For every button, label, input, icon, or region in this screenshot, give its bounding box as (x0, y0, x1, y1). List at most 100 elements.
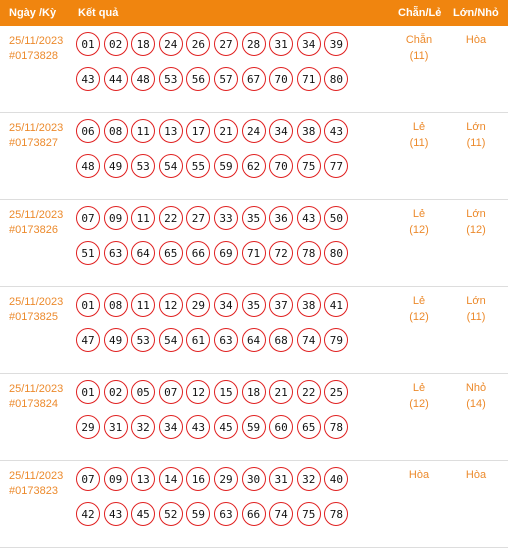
number-ball: 06 (76, 119, 100, 143)
number-ball: 14 (158, 467, 183, 491)
result-balls: 07 09 11 22 27 33 35 36 43 50 51 63 64 65 66 69 71 72 78 80 (76, 206, 366, 276)
number-ball: 65 (296, 415, 321, 439)
number-ball: 49 (103, 328, 128, 352)
number-ball: 48 (131, 67, 156, 91)
number-ball: 59 (213, 154, 238, 178)
table-row: 25/11/2023 #0173825 01 08 11 12 29 34 35 37 38 41 47… (0, 287, 508, 374)
number-ball: 35 (241, 206, 266, 230)
draw-date: 25/11/2023 (9, 209, 64, 221)
number-ball: 67 (241, 67, 266, 91)
number-ball: 34 (213, 293, 238, 317)
parity-cell: Chẵn (11) (399, 32, 439, 64)
number-ball: 02 (103, 380, 128, 404)
number-ball: 78 (324, 502, 349, 526)
number-ball: 24 (241, 119, 266, 143)
draw-date: 25/11/2023 (9, 122, 64, 134)
parity-cell: Lẻ (11) (399, 119, 439, 151)
number-ball: 02 (103, 32, 128, 56)
number-ball: 12 (158, 293, 183, 317)
number-ball: 55 (186, 154, 211, 178)
parity-value: Lẻ (412, 295, 426, 307)
number-ball: 32 (296, 467, 321, 491)
ball-line: 07 09 13 14 16 29 30 31 32 40 (76, 467, 366, 491)
number-ball: 59 (186, 502, 211, 526)
number-ball: 62 (241, 154, 266, 178)
parity-value: Hòa (408, 469, 430, 481)
number-ball: 75 (296, 154, 321, 178)
ball-line: 42 43 45 52 59 63 66 74 75 78 (76, 502, 366, 526)
table-row: 25/11/2023 #0173828 01 02 18 24 26 27 28 31 34 39 43… (0, 26, 508, 113)
rows-container: 25/11/2023 #0173828 01 02 18 24 26 27 28 31 34 39 43… (0, 26, 508, 548)
number-ball: 13 (131, 467, 156, 491)
size-cell: Nhỏ (14) (456, 380, 496, 412)
ball-line: 01 02 05 07 12 15 18 21 22 25 (76, 380, 366, 404)
number-ball: 31 (269, 467, 294, 491)
number-ball: 29 (186, 293, 211, 317)
parity-count: (12) (409, 224, 429, 236)
size-value: Nhỏ (465, 382, 487, 394)
number-ball: 07 (76, 467, 100, 491)
number-ball: 74 (269, 502, 294, 526)
number-ball: 48 (76, 154, 100, 178)
number-ball: 29 (213, 467, 238, 491)
number-ball: 59 (241, 415, 266, 439)
parity-count: (12) (409, 398, 429, 410)
number-ball: 47 (76, 328, 100, 352)
number-ball: 41 (324, 293, 349, 317)
table-header: Ngày /Kỳ Kết quả Chẵn/Lẻ Lớn/Nhỏ (0, 0, 508, 26)
number-ball: 42 (76, 502, 100, 526)
draw-date: 25/11/2023 (9, 35, 64, 47)
ball-line: 29 31 32 34 43 45 59 60 65 78 (76, 415, 366, 439)
date-period-cell: 25/11/2023 #0173825 (9, 295, 63, 325)
size-count: (11) (466, 137, 486, 149)
number-ball: 78 (324, 415, 349, 439)
parity-count: (12) (409, 311, 429, 323)
size-value: Lớn (466, 295, 486, 307)
ball-line: 07 09 11 22 27 33 35 36 43 50 (76, 206, 366, 230)
number-ball: 74 (296, 328, 321, 352)
number-ball: 60 (269, 415, 294, 439)
number-ball: 34 (269, 119, 294, 143)
parity-value: Lẻ (412, 208, 426, 220)
ball-line: 01 02 18 24 26 27 28 31 34 39 (76, 32, 366, 56)
number-ball: 71 (296, 67, 321, 91)
number-ball: 21 (213, 119, 238, 143)
number-ball: 63 (213, 502, 238, 526)
number-ball: 07 (158, 380, 183, 404)
number-ball: 64 (131, 241, 156, 265)
header-size: Lớn/Nhỏ (453, 7, 499, 19)
number-ball: 63 (213, 328, 238, 352)
draw-period: #0173827 (9, 137, 58, 149)
size-count: (14) (466, 398, 486, 410)
draw-period: #0173825 (9, 311, 58, 323)
number-ball: 50 (324, 206, 349, 230)
number-ball: 43 (76, 67, 100, 91)
number-ball: 72 (269, 241, 294, 265)
number-ball: 30 (241, 467, 266, 491)
draw-period: #0173824 (9, 398, 58, 410)
number-ball: 65 (158, 241, 183, 265)
number-ball: 49 (103, 154, 128, 178)
number-ball: 29 (76, 415, 100, 439)
number-ball: 37 (269, 293, 294, 317)
number-ball: 64 (241, 328, 266, 352)
number-ball: 01 (76, 380, 100, 404)
number-ball: 21 (269, 380, 294, 404)
parity-count: (11) (409, 50, 429, 62)
size-value: Hòa (465, 469, 487, 481)
number-ball: 39 (324, 32, 349, 56)
size-cell: Lớn (11) (456, 293, 496, 325)
result-balls: 06 08 11 13 17 21 24 34 38 43 48 49 53 54 55 59 62 70 75 77 (76, 119, 366, 189)
draw-period: #0173826 (9, 224, 58, 236)
size-cell: Lớn (12) (456, 206, 496, 238)
number-ball: 70 (269, 67, 294, 91)
number-ball: 66 (241, 502, 266, 526)
number-ball: 11 (131, 119, 156, 143)
draw-date: 25/11/2023 (9, 383, 64, 395)
parity-cell: Hòa (399, 467, 439, 483)
result-balls: 01 02 18 24 26 27 28 31 34 39 43 44 48 53 56 57 67 70 71 80 (76, 32, 366, 102)
number-ball: 45 (131, 502, 156, 526)
header-date-period: Ngày /Kỳ (9, 7, 57, 19)
result-balls: 01 02 05 07 12 15 18 21 22 25 29 31 32 34 43 45 59 60 65 78 (76, 380, 366, 450)
number-ball: 17 (186, 119, 211, 143)
